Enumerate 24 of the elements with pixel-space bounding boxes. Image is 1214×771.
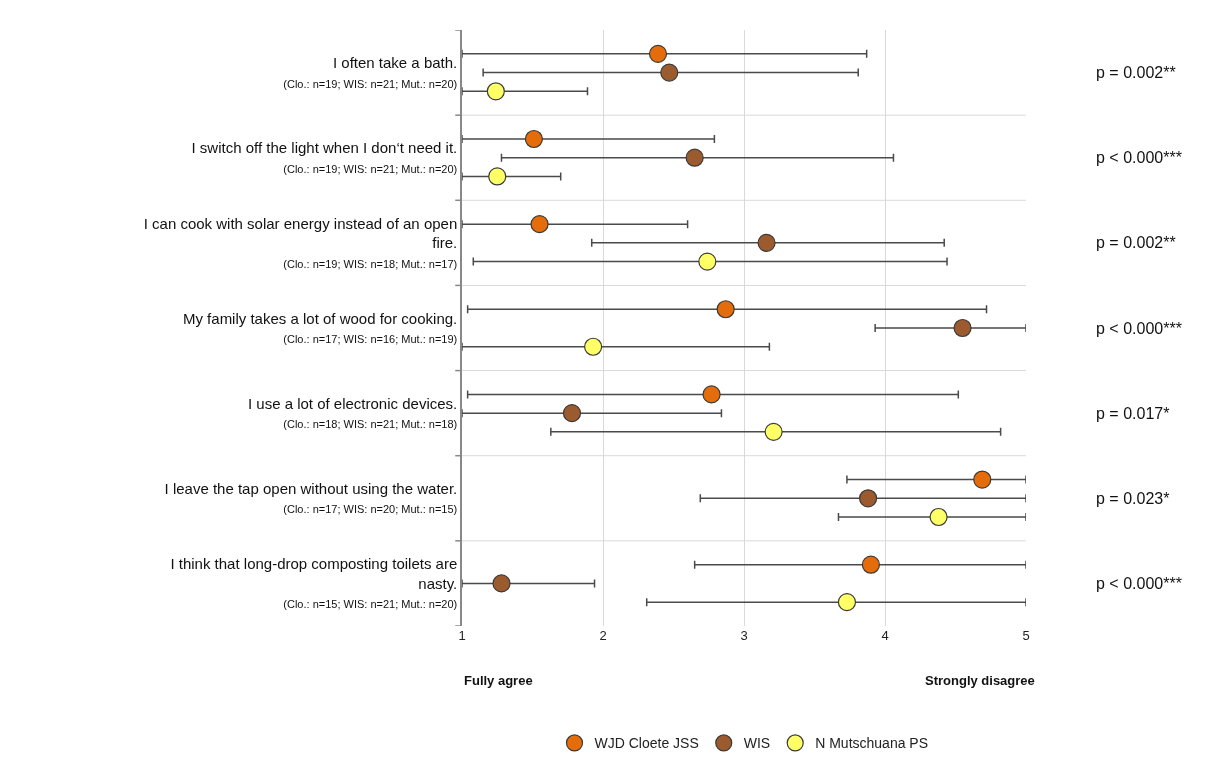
y-tick-label: I leave the tap open without using the water. (Clo.: n=17; WIS: n=20; Mut.: n=15) <box>164 479 458 516</box>
y-tick-label: I can cook with solar energy instead of an open fire. (Clo.: n=19; WIS: n=18; Mut.: n=17) <box>143 214 458 270</box>
x-tick-label: 1 <box>458 628 466 643</box>
y-tick-label: I often take a bath. (Clo.: n=19; WIS: n=21; Mut.: n=20) <box>283 54 458 90</box>
y-tick-label: I switch off the light when I don‘t need it. (Clo.: n=19; WIS: n=21; Mut.: n=20) <box>191 139 458 175</box>
text: p < 0.000*** <box>1096 149 1182 166</box>
y-tick-label: I think that long-drop composting toilets are nasty. (Clo.: n=15; WIS: n=21; Mut.: n=20) <box>170 555 458 611</box>
legend-label: N Mutschuana PS <box>815 735 929 752</box>
x-tick-label: 3 <box>740 628 748 643</box>
x-tick-label: 2 <box>599 628 607 643</box>
x-tick-label: 5 <box>1022 628 1030 643</box>
text: Strongly disagree <box>925 673 1035 688</box>
y-tick-label: I use a lot of electronic devices. (Clo.: n=18; WIS: n=21; Mut.: n=18) <box>247 394 458 431</box>
y-tick-label: My family takes a lot of wood for cooking. (Clo.: n=17; WIS: n=16; Mut.: n=19) <box>182 309 458 345</box>
legend-label: WIS <box>743 735 771 752</box>
text: p < 0.000*** <box>1096 320 1182 337</box>
text: Fully agree <box>464 673 533 688</box>
x-tick-label: 4 <box>881 628 889 643</box>
legend-label: WJD Cloete JSS <box>594 735 699 752</box>
text: p < 0.000*** <box>1096 575 1182 592</box>
text: p = 0.017* <box>1096 405 1170 422</box>
text: p = 0.023* <box>1096 490 1170 507</box>
text: p = 0.002** <box>1096 64 1176 81</box>
text: p = 0.002** <box>1096 234 1176 251</box>
